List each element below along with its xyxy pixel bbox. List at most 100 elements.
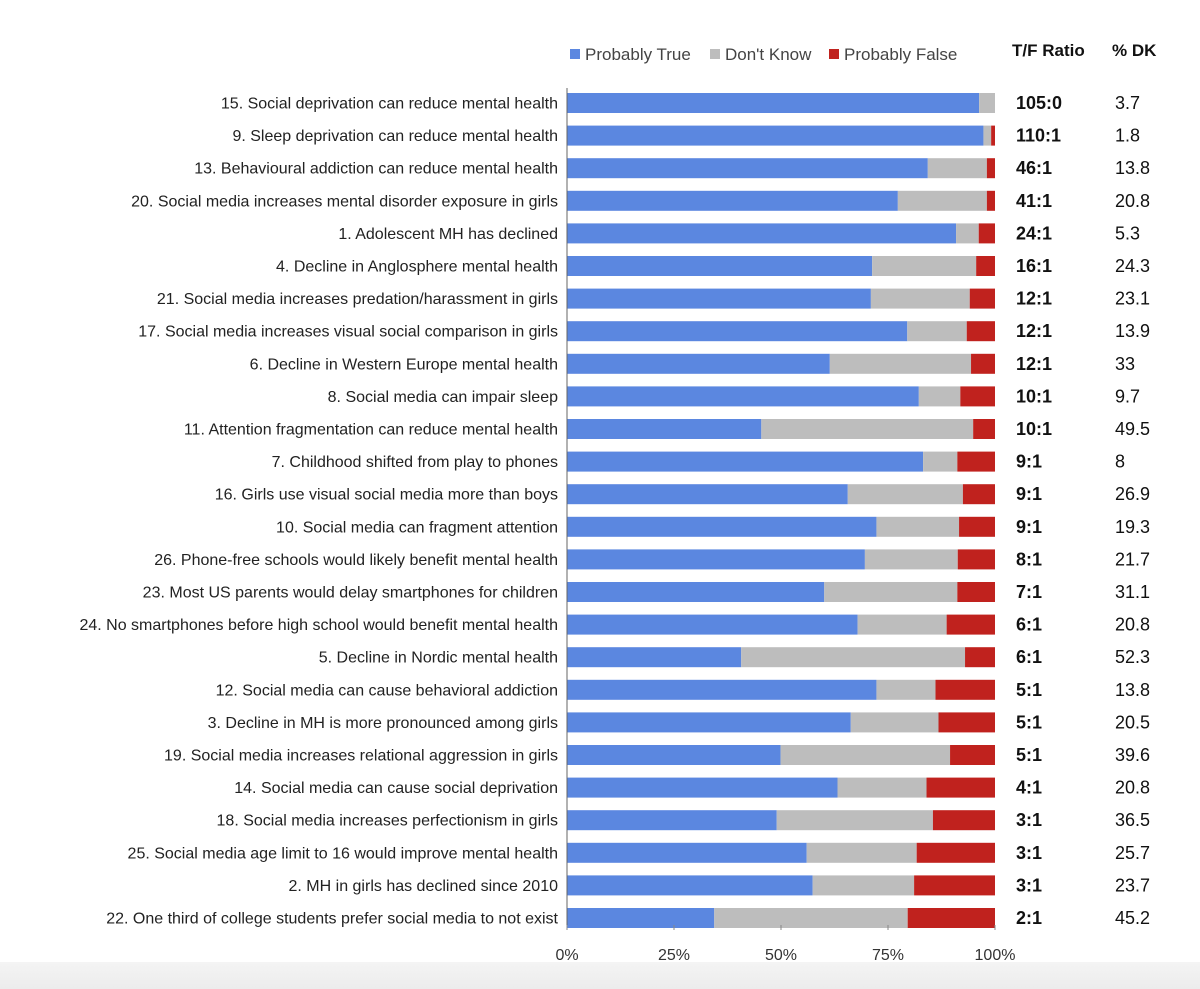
category-label: 20. Social media increases mental disord… — [131, 193, 558, 210]
category-label: 15. Social deprivation can reduce mental… — [221, 96, 558, 113]
ratio-value: 3:1 — [1016, 810, 1042, 830]
category-label: 26. Phone-free schools would likely bene… — [154, 552, 558, 569]
bar-don-t-know — [927, 158, 987, 179]
ratio-value: 8:1 — [1016, 549, 1042, 569]
bar-don-t-know — [780, 745, 951, 765]
tick-label: 100% — [975, 947, 1016, 964]
bar-probably-true — [567, 582, 825, 602]
category-label: 25. Social media age limit to 16 would i… — [128, 845, 558, 862]
bar-probably-true — [567, 745, 781, 765]
dk-value: 3.7 — [1115, 93, 1140, 113]
dk-value: 5.3 — [1115, 223, 1140, 243]
bar-probably-false — [969, 288, 995, 309]
bar-probably-true — [567, 190, 898, 211]
ratio-value: 5:1 — [1016, 712, 1042, 732]
bar-probably-true — [567, 516, 877, 537]
bar-probably-false — [976, 256, 995, 276]
bar-probably-true — [567, 647, 742, 668]
bar-don-t-know — [864, 549, 958, 570]
ratio-value: 41:1 — [1016, 191, 1052, 211]
bar-don-t-know — [897, 190, 987, 211]
category-label: 18. Social media increases perfectionism… — [217, 813, 558, 830]
ratio-value: 7:1 — [1016, 582, 1042, 602]
bar-probably-true — [567, 353, 830, 374]
bar-probably-false — [978, 223, 995, 244]
bar-probably-false — [932, 810, 995, 831]
dk-value: 26.9 — [1115, 484, 1150, 504]
bar-probably-true — [567, 777, 838, 798]
dk-value: 21.7 — [1115, 549, 1150, 569]
bar-probably-true — [567, 484, 848, 505]
dk-value: 52.3 — [1115, 647, 1150, 667]
dk-value: 20.5 — [1115, 712, 1150, 732]
dk-value: 13.8 — [1115, 680, 1150, 700]
ratio-value: 2:1 — [1016, 908, 1042, 928]
dk-value: 23.1 — [1115, 289, 1150, 309]
bar-probably-false — [950, 745, 995, 765]
ratio-value: 4:1 — [1016, 778, 1042, 798]
bar-probably-true — [567, 419, 762, 439]
ratio-value: 9:1 — [1016, 517, 1042, 537]
category-label: 23. Most US parents would delay smartpho… — [143, 585, 558, 602]
ratio-value: 5:1 — [1016, 745, 1042, 765]
ratio-value: 9:1 — [1016, 452, 1042, 472]
dk-value: 13.8 — [1115, 158, 1150, 178]
ratio-value: 12:1 — [1016, 354, 1052, 374]
legend-swatch — [710, 49, 720, 59]
ratio-value: 10:1 — [1016, 419, 1052, 439]
category-label: 11. Attention fragmentation can reduce m… — [184, 422, 558, 439]
bar-don-t-know — [857, 614, 947, 635]
bar-don-t-know — [872, 256, 977, 276]
bar-probably-true — [567, 810, 777, 831]
bar-don-t-know — [850, 712, 939, 733]
legend: Probably True Don't Know Probably False — [570, 45, 957, 64]
dk-value: 49.5 — [1115, 419, 1150, 439]
bar-probably-false — [991, 125, 995, 146]
ratio-value: 12:1 — [1016, 289, 1052, 309]
category-label: 8. Social media can impair sleep — [328, 389, 558, 406]
legend-label: Probably True — [585, 45, 691, 64]
dk-value: 45.2 — [1115, 908, 1150, 928]
category-label: 13. Behavioural addiction can reduce men… — [194, 161, 558, 178]
category-label: 5. Decline in Nordic mental health — [319, 650, 558, 667]
tick-label: 25% — [658, 947, 690, 964]
bar-don-t-know — [806, 842, 917, 863]
bar-probably-true — [567, 256, 873, 276]
dk-header: % DK — [1112, 41, 1157, 60]
x-axis: 0% 25% 50% 75% 100% — [555, 88, 1015, 964]
ratio-column: 105:0 110:1 46:1 41:1 24:1 16:1 12:1 12:1 12:1 10… — [1016, 93, 1062, 928]
category-label: 12. Social media can cause behavioral ad… — [216, 682, 558, 699]
category-labels: 15. Social deprivation can reduce mental… — [79, 96, 558, 928]
bar-probably-false — [926, 777, 995, 798]
category-label: 4. Decline in Anglosphere mental health — [276, 259, 558, 276]
ratio-value: 110:1 — [1016, 126, 1061, 146]
category-label: 17. Social media increases visual social… — [138, 324, 558, 341]
bar-don-t-know — [979, 93, 995, 113]
legend-swatch — [570, 49, 580, 59]
dk-value: 13.9 — [1115, 321, 1150, 341]
dk-value: 20.8 — [1115, 191, 1150, 211]
bar-probably-true — [567, 158, 928, 179]
bar-don-t-know — [876, 516, 960, 537]
ratio-value: 3:1 — [1016, 843, 1042, 863]
dk-value: 24.3 — [1115, 256, 1150, 276]
tick-label: 75% — [872, 947, 904, 964]
ratio-value: 10:1 — [1016, 386, 1052, 406]
dk-column: 3.7 1.8 13.8 20.8 5.3 24.3 23.1 13.9 33 9.7 49.5 8 2… — [1115, 93, 1150, 928]
ratio-value: 46:1 — [1016, 158, 1052, 178]
bar-don-t-know — [761, 419, 974, 439]
ratio-value: 6:1 — [1016, 615, 1042, 635]
bar-probably-false — [986, 190, 995, 211]
bar-probably-true — [567, 842, 807, 863]
bar-probably-true — [567, 679, 877, 700]
bar-probably-true — [567, 875, 813, 896]
tick-label: 0% — [555, 947, 578, 964]
bar-don-t-know — [776, 810, 933, 831]
dk-value: 39.6 — [1115, 745, 1150, 765]
bar-probably-false — [959, 516, 995, 537]
tick-label: 50% — [765, 947, 797, 964]
ratio-header: T/F Ratio — [1012, 41, 1085, 60]
dk-value: 20.8 — [1115, 615, 1150, 635]
bar-probably-false — [966, 321, 995, 342]
legend-swatch — [829, 49, 839, 59]
